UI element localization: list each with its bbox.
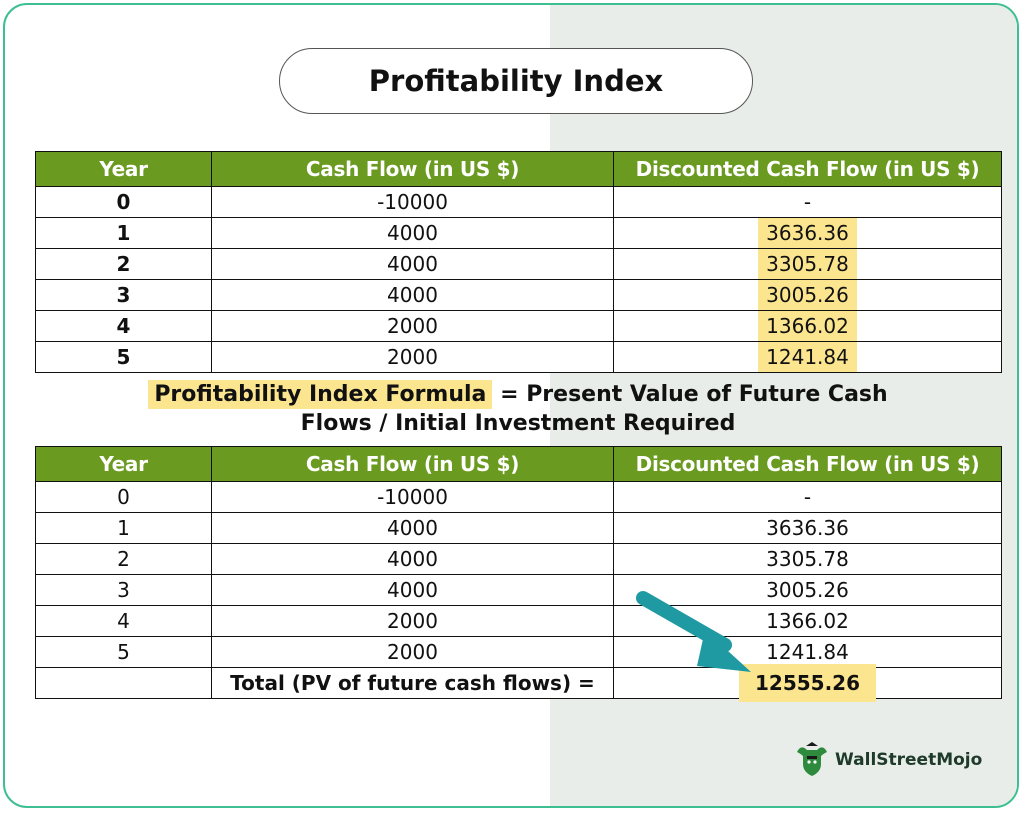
header-year: Year — [35, 151, 212, 187]
header-cash-flow: Cash Flow (in US $) — [211, 151, 614, 187]
discounted-cell: 1241.84 — [613, 341, 1002, 373]
highlighted-value: 3305.78 — [758, 249, 857, 279]
table-row: 0 -10000 - — [35, 481, 1002, 513]
formula-line-2: Flows / Initial Investment Required — [300, 411, 736, 436]
header-discounted-cash-flow: Discounted Cash Flow (in US $) — [613, 446, 1002, 482]
table-row: 5 2000 1241.84 — [35, 636, 1002, 668]
year-cell: 3 — [35, 574, 212, 606]
brand-logo: WallStreetMojo — [795, 742, 982, 778]
discounted-cell: 3005.26 — [613, 279, 1002, 311]
year-cell: 4 — [35, 605, 212, 637]
discounted-cell: 3636.36 — [613, 217, 1002, 249]
year-cell: 1 — [35, 512, 212, 544]
formula-rhs-part-1: Present Value of Future Cash — [526, 382, 888, 407]
discounted-cell: - — [613, 481, 1002, 513]
table-row: 5 2000 1241.84 — [35, 341, 1002, 373]
cash-flow-cell: 4000 — [211, 512, 614, 544]
cash-flow-cell: -10000 — [211, 481, 614, 513]
year-cell: 1 — [35, 217, 212, 249]
table-row: 1 4000 3636.36 — [35, 512, 1002, 544]
discounted-cell: 1241.84 — [613, 636, 1002, 668]
table-row: 2 4000 3305.78 — [35, 248, 1002, 280]
highlighted-value: 3005.26 — [758, 280, 857, 310]
year-cell: 4 — [35, 310, 212, 342]
formula-text: Profitability Index Formula = Present Va… — [125, 380, 911, 438]
year-cell: 2 — [35, 248, 212, 280]
year-cell: 0 — [35, 481, 212, 513]
year-cell: 0 — [35, 186, 212, 218]
table-header-row: Year Cash Flow (in US $) Discounted Cash… — [35, 446, 1002, 482]
year-cell: 3 — [35, 279, 212, 311]
highlighted-value: 1366.02 — [758, 311, 857, 341]
cash-flow-cell: 4000 — [211, 543, 614, 575]
discounted-cell: 3305.78 — [613, 543, 1002, 575]
cash-flow-cell: 2000 — [211, 605, 614, 637]
cash-flow-cell: -10000 — [211, 186, 614, 218]
pointer-arrow-icon — [636, 591, 751, 672]
table-header-row: Year Cash Flow (in US $) Discounted Cash… — [35, 151, 1002, 187]
table-row: 3 4000 3005.26 — [35, 279, 1002, 311]
header-year: Year — [35, 446, 212, 482]
formula-label: Profitability Index Formula — [148, 380, 493, 409]
cash-flow-table-1: Year Cash Flow (in US $) Discounted Cash… — [35, 151, 1002, 373]
table-row: 4 2000 1366.02 — [35, 605, 1002, 637]
cash-flow-cell: 2000 — [211, 341, 614, 373]
table-row: 3 4000 3005.26 — [35, 574, 1002, 606]
highlighted-value: 1241.84 — [758, 342, 857, 372]
total-row: Total (PV of future cash flows) = 12555.… — [35, 664, 1002, 702]
total-label: Total (PV of future cash flows) = — [211, 667, 614, 699]
table-row: 4 2000 1366.02 — [35, 310, 1002, 342]
table-row: 0 -10000 - — [35, 186, 1002, 218]
formula-line-1: Profitability Index Formula = Present Va… — [125, 380, 911, 409]
formula-equals: = — [500, 382, 519, 407]
year-cell: 2 — [35, 543, 212, 575]
table-row: 2 4000 3305.78 — [35, 543, 1002, 575]
discounted-cell: 1366.02 — [613, 310, 1002, 342]
total-empty-cell — [35, 667, 212, 699]
bull-mascot-icon — [797, 742, 827, 776]
year-cell: 5 — [35, 636, 212, 668]
total-value: 12555.26 — [738, 664, 876, 702]
header-discounted-cash-flow: Discounted Cash Flow (in US $) — [613, 151, 1002, 187]
cash-flow-cell: 4000 — [211, 217, 614, 249]
page-title: Profitability Index — [279, 48, 753, 114]
header-cash-flow: Cash Flow (in US $) — [211, 446, 614, 482]
cash-flow-cell: 4000 — [211, 279, 614, 311]
total-cell: 12555.26 — [613, 664, 1002, 702]
discounted-cell: 3305.78 — [613, 248, 1002, 280]
table-row: 1 4000 3636.36 — [35, 217, 1002, 249]
highlighted-value: 3636.36 — [758, 218, 857, 248]
cash-flow-cell: 4000 — [211, 574, 614, 606]
discounted-cell: 3005.26 — [613, 574, 1002, 606]
infographic-card: Profitability Index Year Cash Flow (in U… — [3, 3, 1019, 808]
cash-flow-cell: 4000 — [211, 248, 614, 280]
year-cell: 5 — [35, 341, 212, 373]
logo-text: WallStreetMojo — [835, 750, 983, 770]
cash-flow-cell: 2000 — [211, 636, 614, 668]
discounted-cell: 3636.36 — [613, 512, 1002, 544]
discounted-cell: - — [613, 186, 1002, 218]
cash-flow-table-2: Year Cash Flow (in US $) Discounted Cash… — [35, 446, 1002, 702]
cash-flow-cell: 2000 — [211, 310, 614, 342]
